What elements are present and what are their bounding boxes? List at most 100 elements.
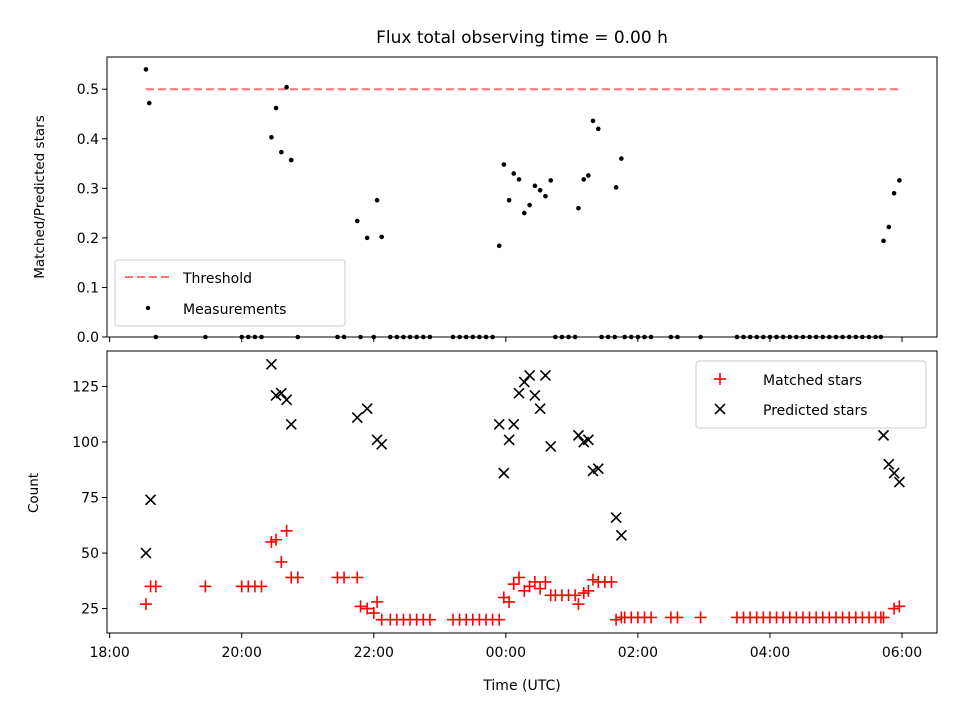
top-ytick-label: 0.0 [77, 330, 99, 346]
predicted-point [888, 467, 900, 479]
top-ytick-label: 0.2 [77, 231, 99, 247]
legend-threshold-label: Threshold [182, 271, 252, 287]
top-axes-frame [106, 56, 938, 338]
top-legend: Threshold Measurements [114, 259, 346, 327]
bottom-xlabel: Time (UTC) [482, 678, 560, 694]
legend-predicted-swatch [714, 403, 726, 415]
matched-point [539, 575, 552, 588]
matched-point [280, 524, 293, 537]
matched-point [361, 602, 374, 615]
measurement-point [279, 149, 284, 155]
matched-point [569, 589, 582, 602]
bottom-xtick-label: 02:00 [618, 645, 658, 661]
measurement-point [586, 173, 591, 178]
matched-point [888, 602, 901, 615]
predicted-point [877, 429, 890, 441]
measurement-point [522, 210, 527, 216]
matched-point [371, 595, 384, 608]
predicted-point [539, 369, 552, 381]
predicted-point [265, 358, 277, 370]
predicted-point [883, 458, 895, 470]
predicted-point [524, 369, 536, 381]
measurement-point [897, 178, 902, 183]
top-ytick-label: 0.1 [77, 280, 99, 296]
measurement-point [379, 234, 384, 240]
matched-point [291, 571, 304, 584]
matched-point [338, 571, 351, 584]
bottom-panel: Count Time (UTC) 25 50 75 100 125 18:00 20:00 2… [26, 350, 938, 694]
predicted-point [572, 429, 585, 441]
measurement-point [364, 235, 370, 241]
matched-point [255, 580, 268, 593]
legend-matched-swatch [714, 373, 726, 385]
measurement-point [532, 183, 538, 189]
measurement-point [284, 84, 289, 90]
matched-point [586, 573, 599, 586]
bottom-ytick-label: 125 [72, 380, 99, 396]
predicted-point [351, 412, 363, 424]
matched-point [354, 600, 367, 613]
measurement-point [146, 100, 152, 106]
top-ytick-label: 0.5 [77, 82, 99, 98]
predicted-point [145, 494, 157, 506]
bottom-xtick-label: 18:00 [89, 645, 129, 661]
predicted-point [285, 418, 297, 430]
bottom-xtick-label: 22:00 [354, 645, 394, 661]
bottom-xtick-label: 00:00 [486, 645, 526, 661]
bottom-xtick-label: 04:00 [750, 645, 790, 661]
legend-measurements-label: Measurements [183, 302, 286, 318]
measurement-point [511, 171, 517, 176]
matched-point [528, 575, 541, 588]
measurement-point [881, 238, 886, 244]
measurement-point [886, 224, 892, 230]
measurement-point [527, 202, 532, 208]
predicted-point [508, 418, 520, 430]
matched-point [139, 598, 152, 611]
predicted-point [592, 463, 604, 475]
bottom-ytick-label: 25 [81, 602, 99, 618]
measurement-point [506, 197, 512, 203]
top-title: Flux total observing time = 0.00 h [376, 28, 668, 48]
predicted-point [361, 403, 373, 415]
matched-point [694, 611, 707, 624]
measurement-point [891, 190, 897, 196]
predicted-point [529, 389, 541, 401]
matched-point [367, 607, 380, 620]
measurement-point [543, 193, 548, 199]
top-legend-box [114, 259, 346, 327]
measurement-point [576, 205, 581, 211]
measurement-point [548, 178, 554, 183]
matched-point [534, 582, 547, 595]
top-ylabel: Matched/Predicted stars [32, 115, 48, 278]
predicted-point [582, 434, 594, 446]
matched-point [605, 575, 618, 588]
measurement-point [595, 126, 601, 132]
bottom-axes-frame [106, 350, 938, 634]
bottom-ytick-label: 100 [72, 435, 99, 451]
predicted-point [893, 476, 905, 488]
measurement-point [143, 67, 149, 72]
predicted-point [281, 394, 293, 406]
measurement-point [581, 177, 587, 182]
measurement-point [537, 188, 543, 193]
matched-point [582, 584, 595, 597]
matched-point [149, 580, 162, 593]
matched-point [893, 600, 906, 613]
measurement-point [374, 197, 380, 203]
measurement-point [613, 185, 619, 190]
predicted-point [493, 418, 505, 430]
predicted-point [610, 511, 622, 524]
predicted-point [275, 387, 287, 399]
measurement-point [516, 177, 522, 182]
bottom-legend-box [695, 360, 927, 429]
legend-predicted-label: Predicted stars [763, 403, 868, 419]
matched-point [572, 598, 585, 611]
top-panel: Flux total observing time = 0.00 h Match… [32, 28, 938, 346]
bottom-ytick-label: 75 [81, 491, 99, 507]
matched-point [507, 578, 520, 591]
bottom-xtick-label: 06:00 [882, 645, 922, 661]
predicted-point [503, 434, 515, 446]
measurement-point [496, 243, 502, 249]
measurement-point [273, 105, 279, 111]
